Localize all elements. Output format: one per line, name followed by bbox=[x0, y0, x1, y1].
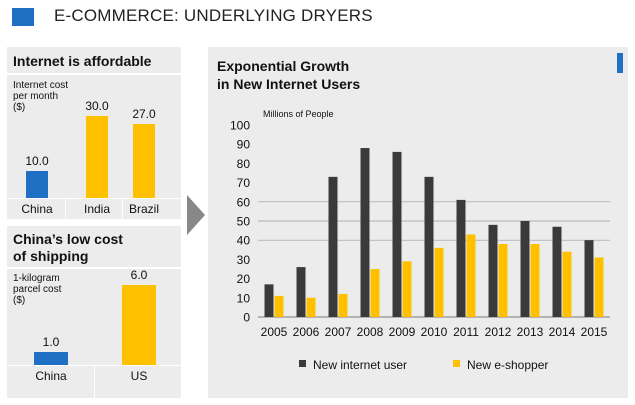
bar-e-shopper-2014 bbox=[562, 251, 572, 317]
value-label-india: 30.0 bbox=[85, 99, 109, 113]
affordable-panel: Internet is affordable Internet cost per… bbox=[7, 47, 181, 219]
y-tick-label: 10 bbox=[237, 291, 251, 305]
legend-swatch-internet-user bbox=[299, 360, 306, 367]
y-axis-label: Millions of People bbox=[263, 109, 334, 119]
bar-e-shopper-2009 bbox=[402, 261, 412, 317]
bar-internet-user-2010 bbox=[424, 176, 434, 317]
bar-e-shopper-2011 bbox=[466, 234, 476, 317]
x-tick-label: 2014 bbox=[549, 325, 576, 339]
affordable-axis-label: Internet cost per month ($) bbox=[13, 80, 69, 113]
legend-swatch-e-shopper bbox=[453, 360, 460, 367]
x-tick-label: 2011 bbox=[453, 325, 479, 339]
affordable-divider-1 bbox=[65, 198, 66, 219]
bar-e-shopper-2006 bbox=[306, 297, 316, 317]
y-tick-label: 0 bbox=[243, 311, 250, 325]
bar-internet-user-2011 bbox=[456, 199, 466, 317]
bar-internet-user-2012 bbox=[488, 224, 498, 317]
shipping-title-divider bbox=[7, 267, 181, 269]
category-label-brazil: Brazil bbox=[128, 202, 159, 216]
y-tick-label: 90 bbox=[237, 138, 251, 152]
growth-chart: Millions of People 0 10 20 30 40 50 60 70 80 90 100… bbox=[230, 109, 610, 372]
x-tick-label: 2015 bbox=[581, 325, 608, 339]
value-label-china: 10.0 bbox=[25, 153, 49, 168]
accent-marker bbox=[617, 53, 623, 73]
shipping-divider bbox=[94, 365, 95, 398]
y-tick-label: 40 bbox=[237, 234, 251, 248]
bar-e-shopper-2007 bbox=[338, 293, 348, 317]
value-label-brazil: 27.0 bbox=[132, 107, 156, 122]
bar-internet-user-2015 bbox=[584, 240, 594, 317]
bar-india bbox=[86, 116, 108, 198]
x-tick-label: 2009 bbox=[389, 325, 416, 339]
bar-internet-user-2008 bbox=[360, 148, 370, 317]
x-tick-label: 2007 bbox=[325, 325, 352, 339]
arrow-right-icon bbox=[187, 195, 205, 235]
header-marker bbox=[12, 8, 34, 26]
value-label-us: 6.0 bbox=[130, 268, 148, 282]
category-label-china: China bbox=[35, 369, 67, 383]
x-tick-label: 2006 bbox=[293, 325, 320, 339]
shipping-axis-label: 1-kilogram parcel cost ($) bbox=[13, 273, 62, 306]
bar-e-shopper-2008 bbox=[370, 269, 380, 317]
affordable-divider-2 bbox=[122, 198, 123, 219]
value-label-china: 1.0 bbox=[42, 334, 60, 349]
x-tick-label: 2005 bbox=[261, 325, 288, 339]
bar-e-shopper-2015 bbox=[594, 257, 604, 317]
x-tick-label: 2013 bbox=[517, 325, 544, 339]
growth-title: Exponential Growth in New Internet Users bbox=[217, 58, 361, 92]
category-label-us: US bbox=[130, 369, 148, 383]
bar-china bbox=[26, 170, 48, 198]
affordable-baseline bbox=[7, 198, 181, 199]
y-tick-label: 70 bbox=[237, 176, 251, 190]
x-tick-label: 2012 bbox=[485, 325, 512, 339]
x-tick-label: 2010 bbox=[421, 325, 448, 339]
bar-e-shopper-2010 bbox=[434, 247, 444, 317]
bar-e-shopper-2005 bbox=[274, 295, 284, 317]
bar-brazil bbox=[133, 124, 155, 198]
bar-internet-user-2006 bbox=[296, 267, 306, 317]
x-tick-label: 2008 bbox=[357, 325, 384, 339]
shipping-title: China’s low cost of shipping bbox=[13, 231, 123, 264]
y-tick-label: 20 bbox=[237, 272, 251, 286]
shipping-panel: China’s low cost of shipping 1-kilogram … bbox=[7, 226, 181, 398]
bar-internet-user-2009 bbox=[392, 151, 402, 317]
y-tick-label: 80 bbox=[237, 157, 251, 171]
affordable-title-divider bbox=[7, 73, 181, 75]
y-tick-label: 60 bbox=[237, 195, 251, 209]
bar-e-shopper-2013 bbox=[530, 244, 540, 317]
page-title: E-COMMERCE: UNDERLYING DRYERS bbox=[54, 6, 373, 25]
bar-china bbox=[34, 351, 68, 365]
bar-internet-user-2007 bbox=[328, 176, 338, 317]
y-tick-label: 30 bbox=[237, 253, 251, 267]
category-label-china: China bbox=[21, 202, 53, 216]
y-tick-label: 100 bbox=[230, 119, 250, 133]
bar-internet-user-2014 bbox=[552, 226, 562, 317]
bar-e-shopper-2012 bbox=[498, 244, 508, 317]
category-label-india: India bbox=[83, 202, 111, 216]
legend-label: New internet user bbox=[313, 358, 407, 372]
bar-us bbox=[122, 285, 156, 365]
bar-internet-user-2013 bbox=[520, 221, 530, 317]
bar-internet-user-2005 bbox=[264, 284, 274, 317]
growth-panel: Exponential Growth in New Internet Users… bbox=[208, 47, 628, 398]
y-tick-label: 50 bbox=[237, 215, 251, 229]
affordable-title: Internet is affordable bbox=[13, 53, 152, 69]
legend-label: New e-shopper bbox=[467, 358, 548, 372]
